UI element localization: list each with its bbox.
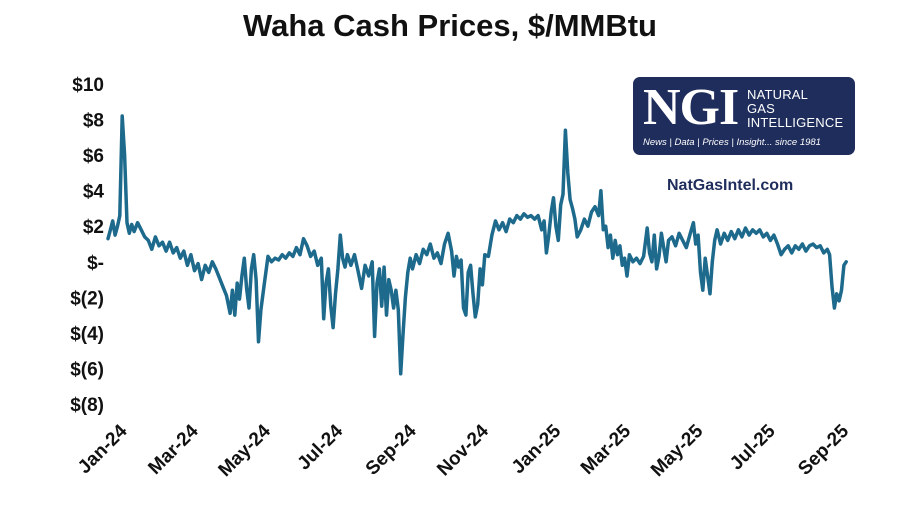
y-tick-label: $6 xyxy=(83,146,104,167)
x-tick-label: Sep-24 xyxy=(362,420,421,479)
y-tick-label: $10 xyxy=(72,75,104,96)
website-link[interactable]: NatGasIntel.com xyxy=(667,177,794,194)
y-tick-label: $(6) xyxy=(70,359,104,380)
x-tick-label: Jan-24 xyxy=(74,420,132,478)
logo-mark: NGI xyxy=(643,79,739,136)
series-line xyxy=(106,114,848,376)
y-axis: $10 $8 $6 $4 $2 $- $(2) $(4) $(6) $(8) xyxy=(70,75,104,416)
y-tick-label: $(4) xyxy=(70,324,104,345)
x-tick-label: Nov-24 xyxy=(433,420,493,480)
y-tick-label: $(8) xyxy=(70,395,104,416)
y-tick-label: $4 xyxy=(83,182,105,203)
x-tick-label: Mar-24 xyxy=(144,420,202,478)
x-tick-label: May-24 xyxy=(215,420,276,481)
x-tick-label: May-25 xyxy=(647,420,708,481)
y-tick-label: $8 xyxy=(83,111,104,132)
x-axis: Jan-24 Mar-24 May-24 Jul-24 Sep-24 Nov-24 Jan-… xyxy=(74,420,853,481)
y-tick-label: $(2) xyxy=(70,288,104,309)
x-tick-label: Jan-25 xyxy=(508,420,566,478)
x-tick-label: Mar-25 xyxy=(577,420,635,478)
logo-name-line: Natural xyxy=(747,87,809,102)
y-tick-label: $2 xyxy=(83,217,104,238)
y-tick-label: $- xyxy=(87,253,104,274)
x-tick-label: Jul-25 xyxy=(726,420,780,474)
logo-tagline: News | Data | Prices | Insight... since … xyxy=(643,137,821,148)
logo-name-line: Gas xyxy=(747,101,776,116)
x-tick-label: Sep-25 xyxy=(794,420,853,479)
logo-name-line: Intelligence xyxy=(747,115,844,130)
logo-name: Natural Gas Intelligence xyxy=(747,88,843,130)
ngi-logo: NGI Natural Gas Intelligence News | Data… xyxy=(633,77,855,155)
x-tick-label: Jul-24 xyxy=(294,420,348,474)
chart-title: Waha Cash Prices, $/MMBtu xyxy=(242,8,657,43)
